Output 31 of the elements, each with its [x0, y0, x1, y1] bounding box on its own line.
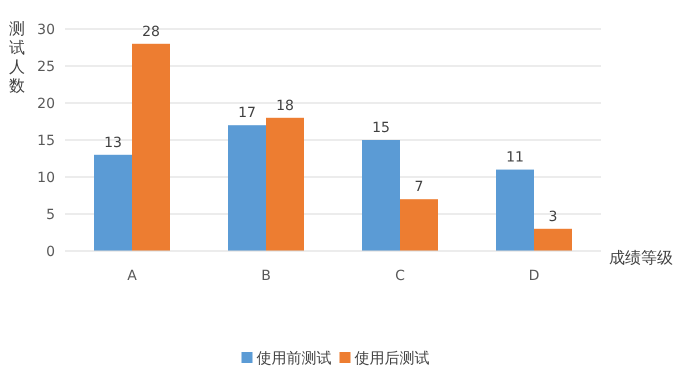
- y-tick-label: 20: [37, 96, 55, 112]
- bar: [534, 228, 572, 251]
- data-label: 13: [104, 134, 122, 151]
- y-tick-label: 25: [37, 59, 55, 75]
- y-tick-label: 5: [46, 207, 55, 223]
- x-axis-title: 成绩等级: [609, 248, 673, 267]
- data-label: 17: [238, 105, 256, 122]
- x-tick-label: C: [395, 268, 406, 284]
- legend-label: 使用前测试: [256, 349, 332, 367]
- bar: [94, 154, 132, 251]
- y-tick-label: 10: [37, 170, 55, 186]
- y-tick-label: 15: [37, 133, 55, 149]
- data-label: 7: [414, 179, 424, 196]
- data-label: 11: [506, 150, 524, 166]
- y-axis-title: 测试人数: [9, 19, 25, 95]
- data-label: 15: [372, 120, 390, 136]
- bar: [362, 140, 400, 251]
- data-label: 28: [142, 24, 160, 40]
- bar: [132, 44, 170, 251]
- legend-label: 使用后测试: [354, 349, 430, 367]
- y-tick-label: 0: [46, 244, 55, 260]
- data-label: 3: [548, 208, 558, 225]
- x-tick-label: B: [261, 268, 271, 284]
- bar: [266, 118, 304, 251]
- bar: [400, 199, 438, 251]
- y-tick-label: 30: [37, 22, 55, 38]
- x-tick-label: D: [528, 268, 540, 284]
- bar: [496, 170, 534, 251]
- data-label: 18: [276, 98, 294, 114]
- bar: [228, 125, 266, 251]
- x-tick-label: A: [127, 268, 138, 284]
